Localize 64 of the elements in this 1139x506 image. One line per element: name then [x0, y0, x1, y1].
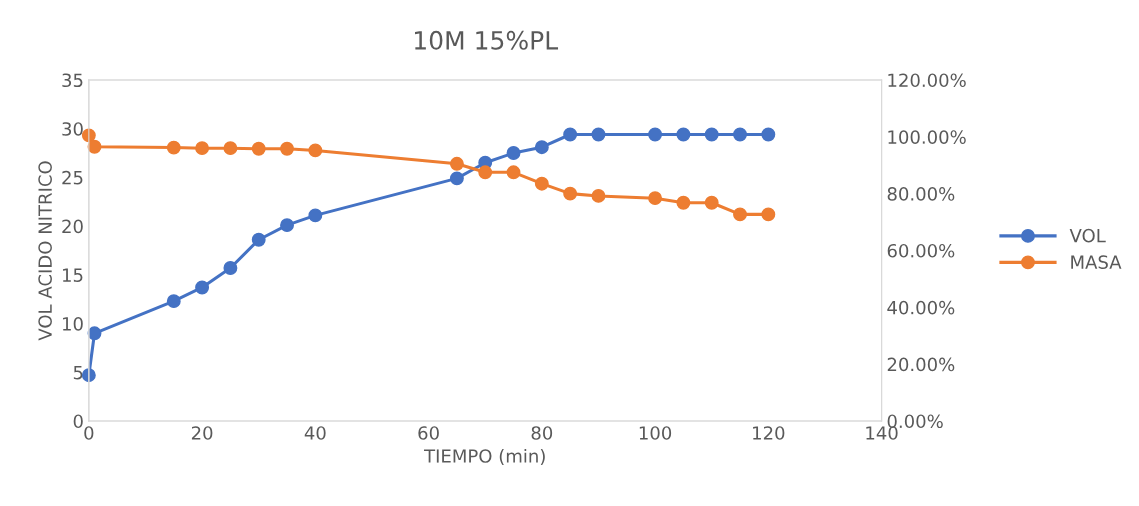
point [733, 127, 747, 142]
point [478, 165, 493, 180]
x-tick-label: 20 [191, 426, 213, 440]
point [308, 143, 323, 158]
point [563, 127, 578, 142]
point [81, 368, 96, 383]
point [166, 140, 181, 155]
point [591, 188, 606, 203]
y2-tick-label: 20.00% [887, 357, 955, 372]
x-axis-title: TIEMPO (min) [424, 448, 545, 465]
point [195, 280, 210, 295]
point [761, 127, 776, 142]
legend-label: VOL [1069, 228, 1106, 243]
y2-tick-label: 100.00% [888, 130, 966, 144]
point [308, 208, 323, 223]
point [166, 294, 181, 309]
y2-tick-label: 0.00% [887, 414, 943, 429]
point [506, 165, 521, 180]
y-tick-label: 20 [62, 219, 83, 234]
point [676, 127, 691, 142]
point [280, 218, 294, 233]
point [563, 186, 578, 201]
point [195, 141, 210, 156]
y-tick-label: 30 [62, 122, 83, 136]
point [648, 191, 663, 206]
point [251, 141, 266, 156]
y-tick-label: 0 [73, 414, 83, 429]
y2-tick-label: 120.00% [888, 73, 966, 88]
y-tick-label: 15 [62, 268, 83, 282]
point [761, 207, 776, 222]
chart-title: 10M 15%PL [415, 30, 559, 50]
point [704, 127, 719, 142]
point [733, 207, 747, 222]
x-tick-label: 60 [418, 426, 439, 440]
point [280, 141, 294, 156]
point [223, 261, 238, 275]
point [704, 195, 719, 210]
point [506, 146, 521, 160]
point [676, 195, 691, 210]
point [648, 127, 663, 142]
y2-tick-label: 60.00% [887, 243, 955, 258]
point [449, 171, 464, 186]
point [251, 232, 266, 247]
y-tick-label: 5 [73, 365, 83, 380]
point [87, 139, 102, 154]
x-tick-label: 80 [531, 426, 553, 440]
point [534, 140, 549, 155]
legend-label: MASA [1071, 255, 1122, 269]
y-tick-label: 10 [62, 317, 83, 331]
y-tick-label: 35 [62, 73, 83, 88]
point [449, 156, 464, 171]
point [534, 176, 549, 191]
y2-tick-label: 80.00% [887, 187, 955, 201]
y-tick-label: 25 [62, 170, 83, 185]
x-tick-label: 0 [84, 426, 94, 440]
y2-tick-label: 40.00% [887, 300, 955, 315]
x-tick-label: 100 [639, 426, 672, 440]
point [87, 326, 102, 341]
point [223, 141, 238, 156]
x-tick-label: 40 [304, 426, 326, 440]
y-axis-title: VOL ACIDO NITRICO [38, 161, 52, 341]
x-tick-label: 140 [866, 426, 898, 440]
x-tick-label: 120 [753, 426, 785, 440]
point [591, 127, 606, 142]
